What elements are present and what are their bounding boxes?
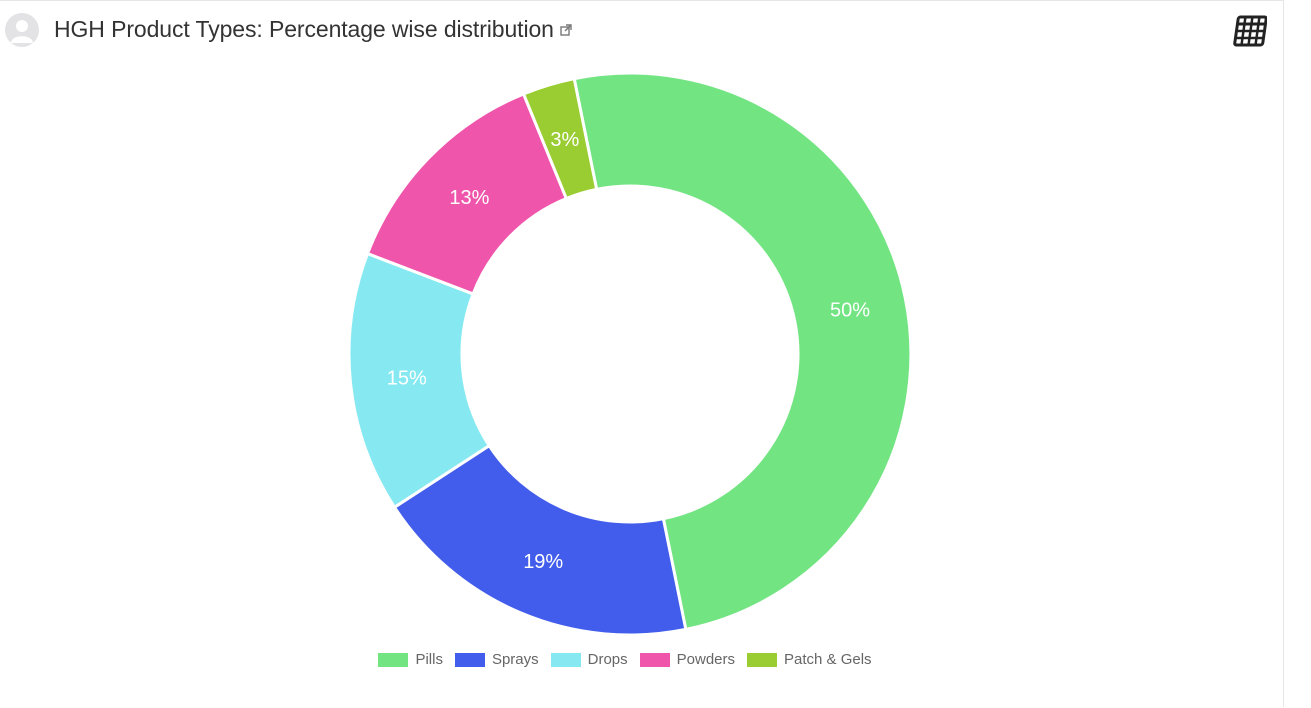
legend-item-drops[interactable]: Drops bbox=[550, 651, 628, 668]
legend-swatch bbox=[378, 652, 409, 667]
table-grid-icon[interactable] bbox=[1231, 13, 1268, 49]
slice-pills[interactable] bbox=[572, 71, 913, 632]
legend-label: Drops bbox=[587, 651, 628, 668]
slice-label-powders: 13% bbox=[449, 187, 489, 209]
legend-item-patch-gels[interactable]: Patch & Gels bbox=[747, 651, 872, 668]
external-link-icon[interactable] bbox=[560, 15, 572, 42]
legend-swatch bbox=[454, 652, 485, 667]
chart-title-text: HGH Product Types: Percentage wise distr… bbox=[54, 16, 554, 42]
slice-label-pills: 50% bbox=[830, 299, 870, 321]
legend-swatch bbox=[639, 652, 670, 667]
chart-legend: Pills Sprays Drops Powders Patch & Gels bbox=[0, 651, 1250, 668]
legend-swatch bbox=[550, 652, 581, 667]
chart-header: HGH Product Types: Percentage wise distr… bbox=[0, 1, 1284, 59]
slice-label-sprays: 19% bbox=[523, 551, 563, 573]
legend-item-powders[interactable]: Powders bbox=[639, 651, 736, 668]
legend-label: Pills bbox=[415, 651, 443, 668]
slice-label-drops: 15% bbox=[387, 368, 427, 390]
user-avatar-icon[interactable] bbox=[5, 13, 39, 47]
legend-label: Sprays bbox=[491, 651, 539, 668]
doughnut-chart: 50% 19% 15% 13% 3% bbox=[347, 71, 913, 637]
chart-card: HGH Product Types: Percentage wise distr… bbox=[0, 0, 1284, 707]
chart-title: HGH Product Types: Percentage wise distr… bbox=[54, 16, 572, 43]
slice-patch-gels[interactable] bbox=[521, 76, 599, 201]
legend-label: Patch & Gels bbox=[784, 651, 872, 668]
legend-swatch bbox=[747, 652, 778, 667]
legend-label: Powders bbox=[676, 651, 736, 668]
legend-item-pills[interactable]: Pills bbox=[378, 651, 443, 668]
slice-sprays[interactable] bbox=[392, 443, 688, 637]
slice-label-patch-gels: 3% bbox=[550, 129, 579, 151]
legend-item-sprays[interactable]: Sprays bbox=[454, 651, 539, 668]
